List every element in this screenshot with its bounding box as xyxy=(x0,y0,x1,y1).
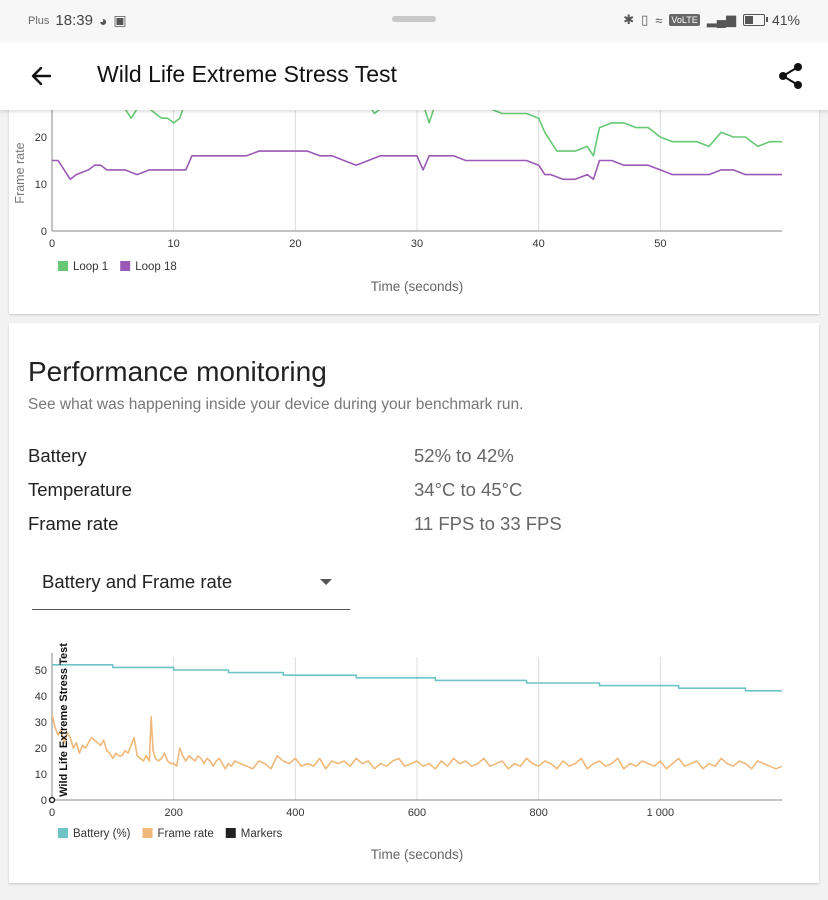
legend-swatch-loop-1 xyxy=(58,261,68,271)
x-tick-label: 0 xyxy=(49,807,55,819)
nfc-icon: ▣ xyxy=(113,12,127,28)
y-tick-label: 10 xyxy=(35,769,47,781)
x-tick-label: 10 xyxy=(168,238,180,250)
y-tick-label: 20 xyxy=(35,132,47,144)
x-tick-label: 20 xyxy=(289,238,301,250)
legend-label-markers: Markers xyxy=(241,828,283,840)
chart-type-dropdown[interactable]: Battery and Frame rate xyxy=(32,563,350,610)
battery-frame-rate-chart: 0 200 400 600 800 1 000 0 10 20 30 40 50 Wild Life E… xyxy=(35,643,783,862)
status-right: ✱ ▯ ≈ VoLTE ▂▄▆ 41% xyxy=(623,12,800,28)
carrier-label: Plus xyxy=(28,14,50,27)
share-button[interactable] xyxy=(776,62,806,90)
x-tick-label: 600 xyxy=(408,807,426,819)
x-tick-label: 400 xyxy=(286,807,304,819)
x-axis-label: Time (seconds) xyxy=(371,279,464,294)
battery-icon xyxy=(742,14,768,26)
performance-card: Performance monitoring See what was happ… xyxy=(9,323,819,883)
back-button[interactable] xyxy=(28,62,56,90)
x-tick-label: 1 000 xyxy=(647,807,675,819)
chevron-down-icon xyxy=(320,579,332,585)
volte-badge: VoLTE xyxy=(669,14,700,26)
legend-swatch-frame-rate xyxy=(142,828,153,838)
clock: 18:39 xyxy=(55,12,93,29)
frame-rate-chart: 0 10 20 30 40 50 0 10 20 Frame rate Loop 1 Loop 18 T… xyxy=(13,100,782,294)
bluetooth-icon: ✱ xyxy=(623,12,635,27)
y-tick-label: 30 xyxy=(35,717,47,729)
legend-swatch-battery xyxy=(58,828,68,838)
share-icon xyxy=(779,63,802,89)
series-line-loop-18 xyxy=(52,150,782,181)
x-tick-label: 800 xyxy=(529,807,547,819)
notch-pill xyxy=(392,16,436,22)
legend-swatch-loop-18 xyxy=(120,261,131,271)
x-tick-label: 30 xyxy=(411,238,423,250)
legend-swatch-markers xyxy=(225,828,236,838)
dropdown-selected-value: Battery and Frame rate xyxy=(42,571,233,592)
frame-rate-card: 0 10 20 30 40 50 0 10 20 Frame rate Loop 1 Loop 18 T… xyxy=(9,100,819,314)
section-title: Performance monitoring xyxy=(28,356,327,387)
vibrate-icon: ▯ xyxy=(641,12,649,27)
series-line-battery xyxy=(52,664,782,692)
arrow-left-icon xyxy=(31,66,52,86)
stat-frame-rate-value: 11 FPS to 33 FPS xyxy=(414,513,562,534)
series-line-loop-1 xyxy=(68,108,782,157)
y-tick-label: 40 xyxy=(35,691,47,703)
stat-battery-label: Battery xyxy=(28,445,87,466)
y-tick-label: 20 xyxy=(35,743,47,755)
legend-label-loop-18: Loop 18 xyxy=(135,261,177,273)
y-tick-label: 0 xyxy=(41,226,47,238)
x-tick-label: 0 xyxy=(49,238,55,250)
section-subtitle: See what was happening inside your devic… xyxy=(28,396,524,413)
status-bar: Plus 18:39 ◕ ▣ ✱ ▯ ≈ VoLTE ▂▄▆ 41% xyxy=(0,0,828,42)
x-tick-label: 40 xyxy=(533,238,545,250)
y-axis-label: Frame rate xyxy=(13,142,27,203)
status-left: Plus 18:39 ◕ ▣ xyxy=(28,12,127,29)
stat-frame-rate-label: Frame rate xyxy=(28,513,119,534)
legend-label-loop-1: Loop 1 xyxy=(73,261,108,273)
wifi-icon: ≈ xyxy=(655,12,663,28)
marker-point xyxy=(48,796,56,804)
series-line-frame-rate xyxy=(52,714,783,770)
speed-gauge-icon: ◕ xyxy=(98,12,108,29)
x-tick-label: 200 xyxy=(164,807,182,819)
legend-label-frame-rate: Frame rate xyxy=(158,828,214,840)
y-tick-label: 10 xyxy=(35,179,47,191)
signal-icon: ▂▄▆ xyxy=(706,12,736,27)
stat-battery-value: 52% to 42% xyxy=(414,445,514,466)
battery-percent: 41% xyxy=(771,12,800,28)
legend-label-battery: Battery (%) xyxy=(73,828,131,840)
page-title: Wild Life Extreme Stress Test xyxy=(97,61,397,87)
x-tick-label: 50 xyxy=(654,238,666,250)
app-bar: Wild Life Extreme Stress Test xyxy=(0,42,828,110)
y-tick-label: 0 xyxy=(41,795,47,807)
y-axis-label: Wild Life Extreme Stress Test xyxy=(58,643,70,797)
stat-temperature-value: 34°C to 45°C xyxy=(414,479,523,500)
x-axis-label: Time (seconds) xyxy=(371,847,464,862)
y-tick-label: 50 xyxy=(35,665,47,677)
stat-temperature-label: Temperature xyxy=(28,479,132,500)
